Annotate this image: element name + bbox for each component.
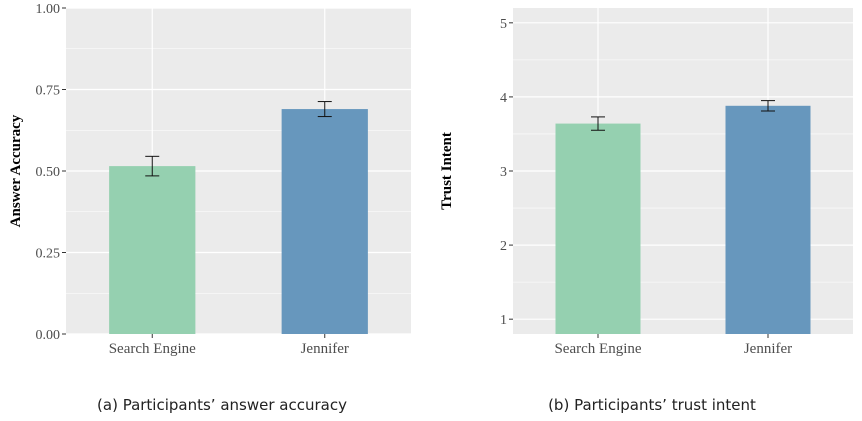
caption-b: (b) Participants’ trust intent [548,396,756,414]
y-axis-label: Answer Accuracy [8,114,24,227]
y-tick-label: 0.75 [36,84,61,99]
y-tick-label: 1.00 [36,2,61,17]
caption-a: (a) Participants’ answer accuracy [97,396,347,414]
chart-answer-accuracy: 0.00 0.25 0.50 0.75 1.00 Search Engine Jennife… [8,2,411,357]
y-tick-label: 1 [500,313,507,328]
bar-jennifer [725,105,811,334]
y-axis-label: Trust Intent [439,132,455,210]
x-tick-label: Search Engine [109,341,196,357]
x-tick-label: Jennifer [301,341,349,357]
y-tick-label: 2 [500,239,507,254]
bar-search-engine [555,123,641,334]
error-bar [761,100,775,112]
error-bar [145,155,160,177]
y-tick-label: 0.00 [36,328,61,343]
chart-trust-intent: 1 2 3 4 5 Search Engine Jennifer Trust Intent [439,8,853,357]
error-bar [591,116,605,131]
y-tick-label: 0.25 [36,247,61,262]
x-tick-label: Jennifer [744,341,792,357]
y-tick-label: 5 [500,17,507,32]
error-bar [317,101,332,118]
y-tick-label: 3 [500,165,507,180]
bar-jennifer [281,109,368,334]
bar-search-engine [109,166,196,334]
x-tick-label: Search Engine [554,341,641,357]
y-tick-label: 0.50 [36,165,61,180]
y-tick-label: 4 [500,91,507,106]
